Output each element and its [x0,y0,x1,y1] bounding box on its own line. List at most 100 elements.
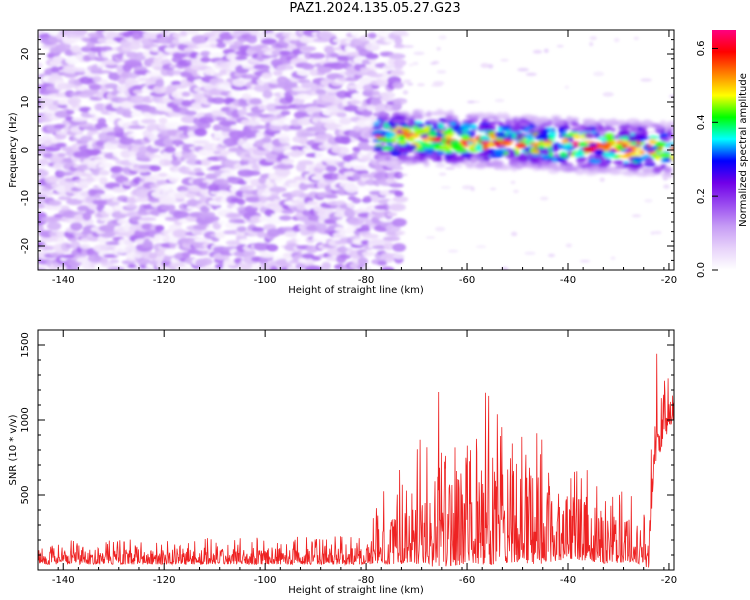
heatmap-cell [65,55,80,65]
heatmap-cell [515,132,525,137]
heatmap-cell [512,118,518,125]
heatmap-cell [393,59,407,67]
heatmap-cell [461,185,474,190]
heatmap-cell [105,241,122,246]
heatmap-cell [426,152,438,160]
heatmap-cell [295,163,307,172]
spectrogram-y-tick-label: 0 [20,147,31,153]
heatmap-cell [481,144,489,151]
heatmap-cell [537,116,550,121]
heatmap-cell [171,139,185,145]
heatmap-cell [517,67,529,72]
heatmap-cell [473,115,480,121]
heatmap-cell [111,101,121,109]
heatmap-cell [669,155,674,161]
heatmap-cell [272,70,283,76]
heatmap-cell [136,258,151,266]
heatmap-cell [281,209,295,214]
heatmap-cell [238,262,253,270]
heatmap-cell [70,222,83,231]
heatmap-cell [360,224,370,230]
heatmap-cell [613,37,620,43]
heatmap-cell [82,89,100,95]
heatmap-cell [38,203,46,209]
heatmap-cell [412,62,419,65]
heatmap-cell [461,133,471,141]
snr-x-tick-label: -40 [560,575,576,586]
heatmap-cell [153,56,164,65]
heatmap-cell [79,243,91,249]
heatmap-cell [271,145,287,153]
heatmap-cell [583,126,594,132]
heatmap-cell [195,171,206,177]
heatmap-cell [386,142,394,146]
heatmap-cell [510,231,518,237]
heatmap-cell [382,65,395,70]
heatmap-cell [395,230,406,235]
heatmap-cell [257,231,266,239]
heatmap-cell [393,253,405,260]
heatmap-cell [284,230,298,238]
heatmap-cell [75,53,85,60]
heatmap-cell [373,145,385,152]
heatmap-cell [172,229,189,239]
heatmap-cell [517,164,524,168]
heatmap-cell [344,208,356,218]
heatmap-cell [54,79,65,84]
heatmap-cell [238,238,255,244]
heatmap-cell [401,45,414,48]
heatmap-cell [480,63,490,68]
heatmap-cell [423,161,430,167]
heatmap-cell [648,139,657,145]
heatmap-cell [618,129,631,136]
heatmap-cell [383,122,389,130]
heatmap-cell [155,79,165,87]
heatmap-cell [445,114,453,120]
heatmap-cell [93,158,108,163]
heatmap-cell [204,215,220,222]
heatmap-cell [660,137,671,143]
heatmap-cell [249,98,263,105]
heatmap-cell [589,36,597,41]
heatmap-cell [446,127,454,133]
heatmap-cell [51,66,60,73]
heatmap-cell [413,51,425,56]
heatmap-cell [398,32,410,37]
heatmap-cell [166,68,175,77]
heatmap-cell [513,137,525,141]
heatmap-cell [216,42,227,49]
heatmap-cell [402,90,409,95]
heatmap-cell [65,109,75,115]
heatmap-cell [38,191,55,196]
heatmap-cell [320,118,338,124]
heatmap-cell [297,160,315,166]
heatmap-cell [365,53,379,60]
heatmap-cell [278,136,291,144]
heatmap-cell [427,150,434,155]
heatmap-cell [303,220,320,226]
heatmap-cell [667,128,673,136]
heatmap-cell [164,146,176,154]
colorbar-ticks: 0.0 0.2 0.4 0.6 [696,41,718,278]
colorbar-tick-label: 0.2 [696,188,707,204]
heatmap-cell [377,155,386,161]
heatmap-cell [301,81,316,89]
heatmap-cell [184,110,197,116]
heatmap-cell [212,72,224,77]
heatmap-cell [408,63,414,67]
heatmap-cell [383,236,401,242]
snr-y-tick-label: 1500 [20,332,31,357]
heatmap-cell [599,167,606,173]
heatmap-cell [666,121,674,127]
heatmap-cell [300,46,317,52]
heatmap-cell [215,116,228,121]
heatmap-cell [460,122,472,130]
heatmap-cell [109,259,120,264]
heatmap-cell [612,160,624,165]
spectrogram-x-tick-label: -120 [153,275,176,286]
heatmap-cell [98,170,110,176]
heatmap-cell [172,70,182,76]
heatmap-cell [479,141,491,145]
heatmap-cell [86,208,95,215]
